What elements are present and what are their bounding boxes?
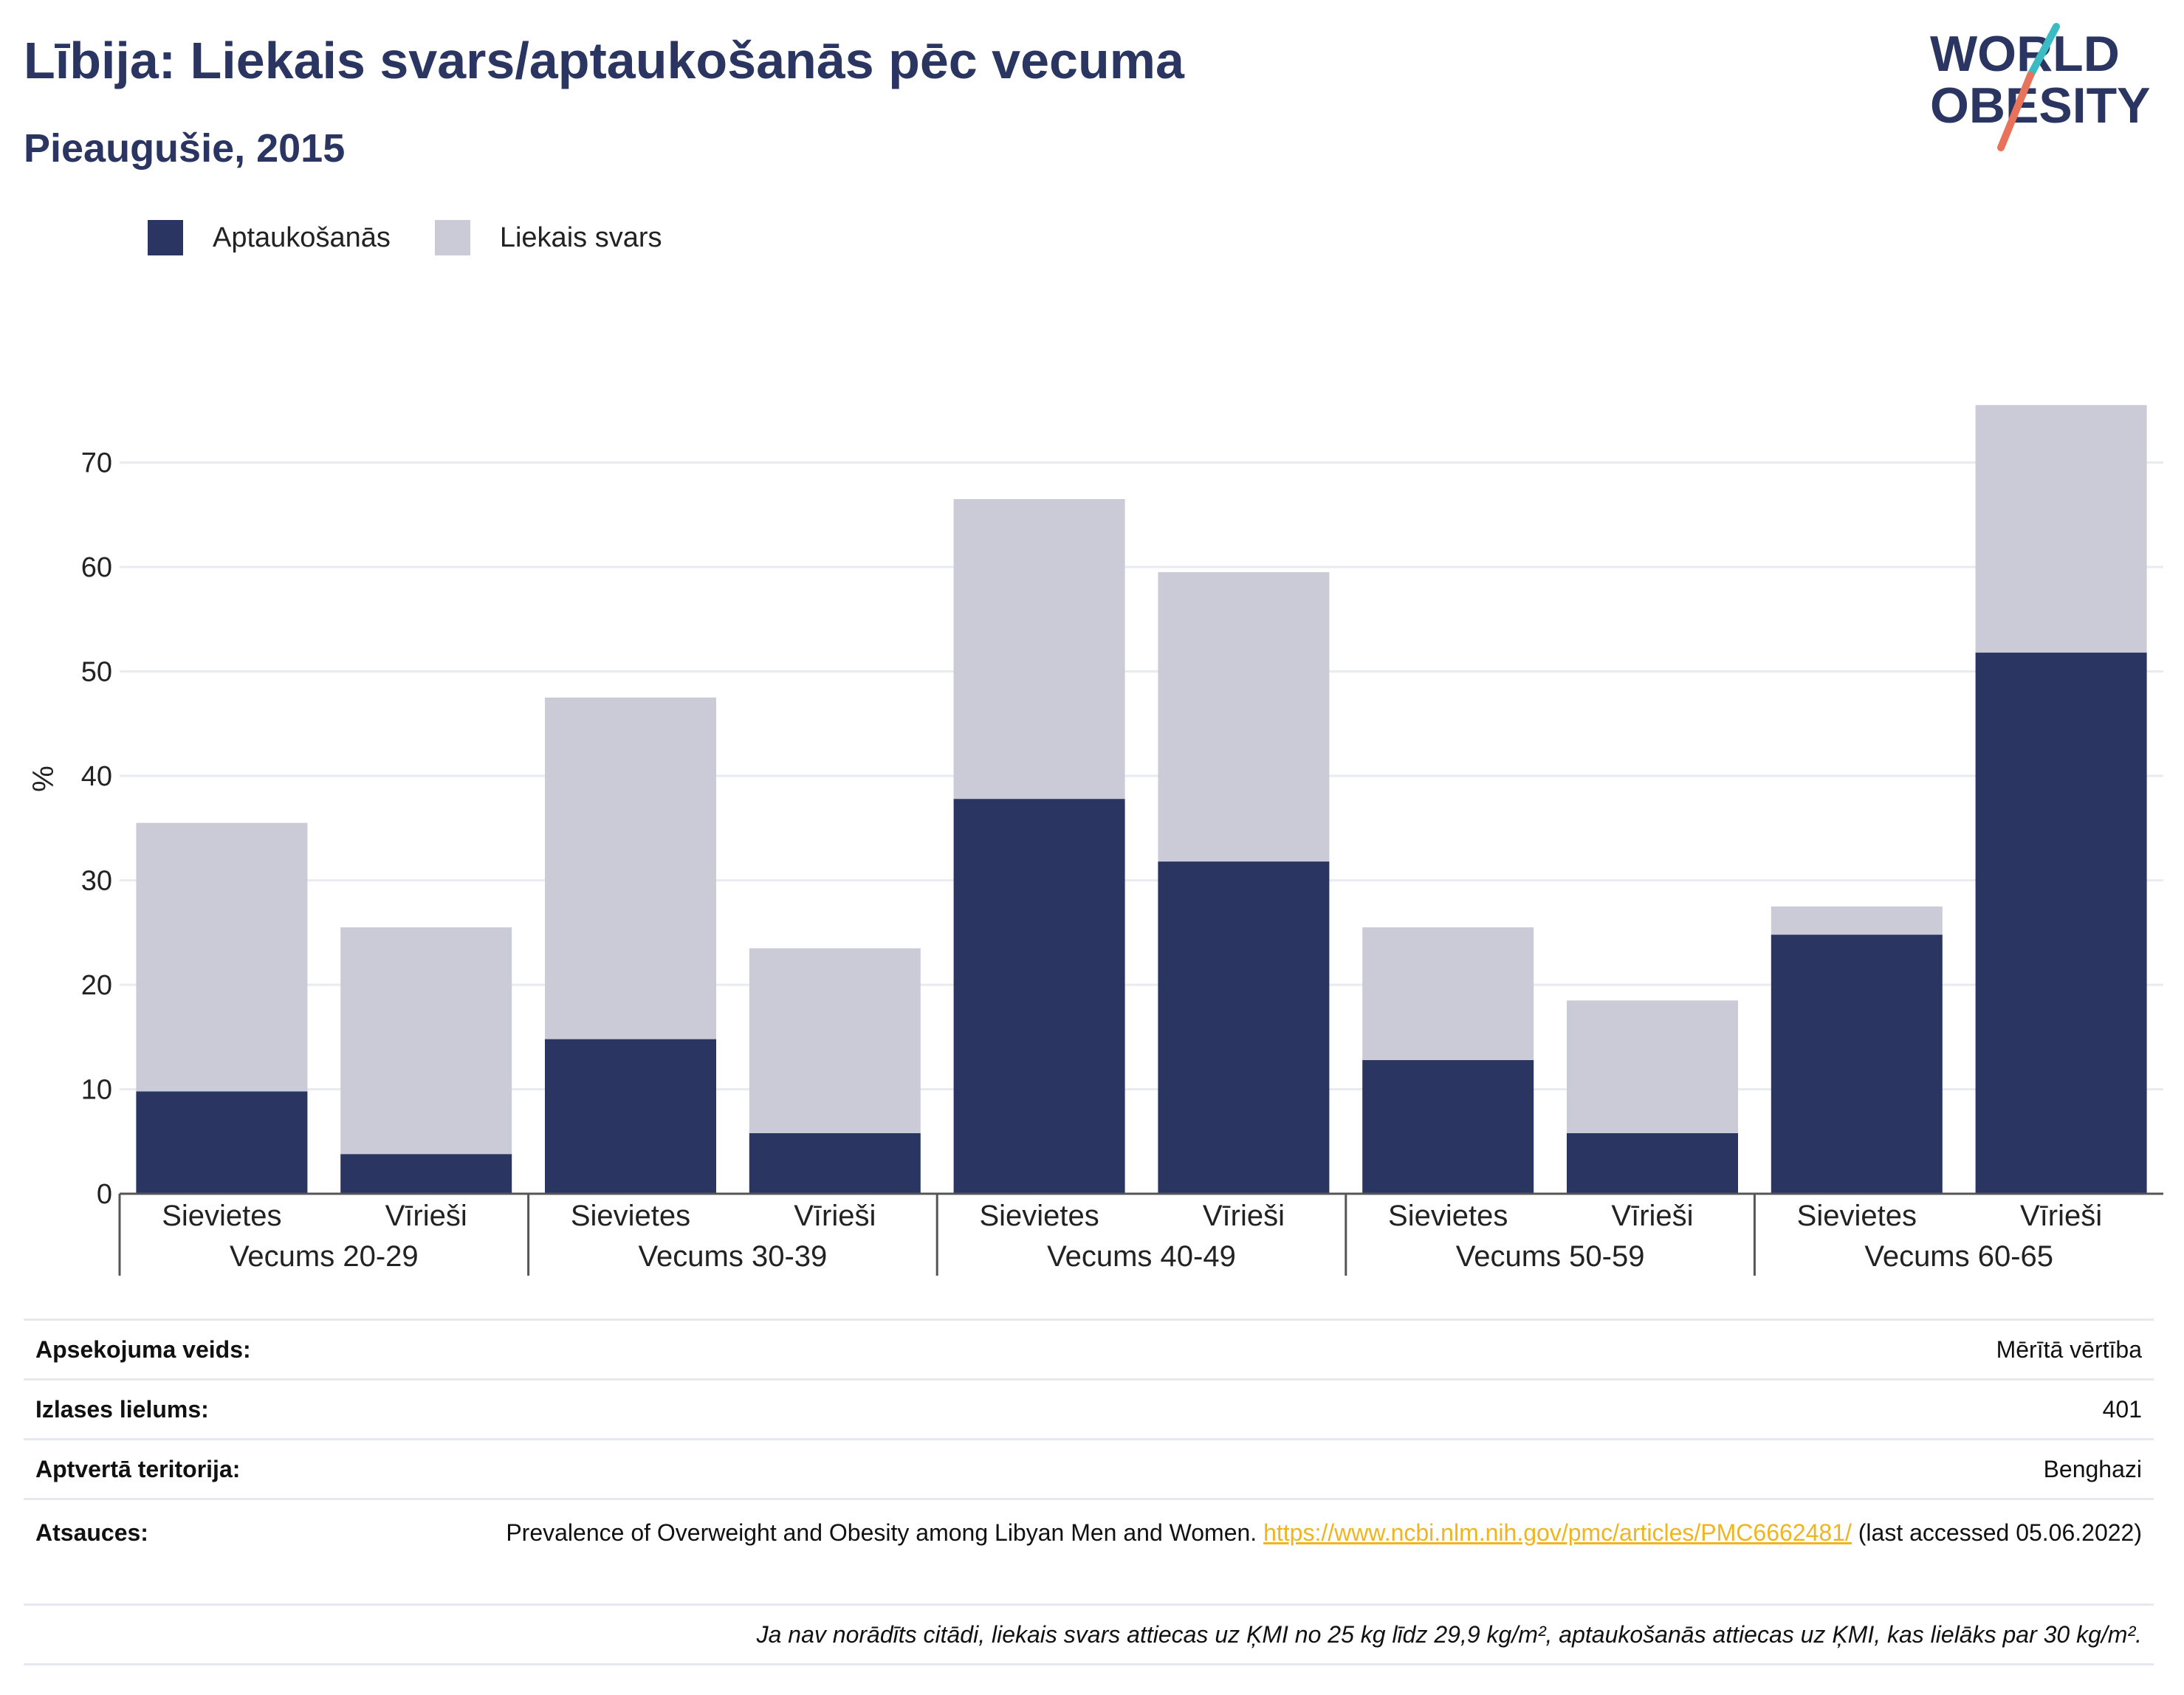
y-tick-label: 0	[97, 1179, 112, 1210]
legend-swatch-overweight	[434, 220, 470, 255]
source-link[interactable]: https://www.ncbi.nlm.nih.gov/pmc/article…	[1263, 1519, 1852, 1546]
bar-obesity	[545, 1039, 716, 1194]
logo-line1: WORLD	[1930, 26, 2120, 82]
world-obesity-logo: WORLD OBESITY	[1930, 23, 2151, 151]
x-tick-label: Vīrieši	[794, 1200, 876, 1232]
bar-overweight	[953, 499, 1125, 800]
y-tick-label: 60	[81, 552, 112, 583]
bar-obesity	[340, 1154, 512, 1194]
bar-overweight	[340, 927, 512, 1155]
info-value: Benghazi	[461, 1438, 2154, 1500]
legend-item-obesity[interactable]: Aptaukošanās	[148, 220, 391, 255]
info-key: Izlases lielums:	[24, 1378, 461, 1440]
bar-overweight	[1362, 927, 1534, 1060]
y-tick-label: 20	[81, 970, 112, 1001]
sources-text: Prevalence of Overweight and Obesity amo…	[506, 1519, 1257, 1546]
group-label: Vecums 40-49	[1047, 1240, 1236, 1273]
bar-overweight	[1975, 405, 2147, 653]
x-tick-label: Vīrieši	[385, 1200, 467, 1232]
x-tick-label: Vīrieši	[1203, 1200, 1285, 1232]
bar-obesity	[1362, 1059, 1534, 1194]
bar-overweight	[1158, 572, 1330, 862]
group-label: Vecums 30-39	[639, 1240, 828, 1273]
x-tick-label: Sievietes	[571, 1200, 690, 1232]
bar-obesity	[1567, 1132, 1738, 1194]
sources-row: Atsauces: Prevalence of Overweight and O…	[24, 1498, 2154, 1606]
bar-overweight	[136, 822, 308, 1092]
group-label: Vecums 50-59	[1456, 1240, 1645, 1273]
bar-obesity	[1771, 935, 1943, 1194]
logo-line2: OBESITY	[1930, 78, 2151, 134]
info-row: Apsekojuma veids: Mērītā vērtība	[24, 1318, 2154, 1381]
bar-obesity	[1975, 653, 2147, 1194]
y-tick-label: 10	[81, 1075, 112, 1106]
sources-accessed: (last accessed 05.06.2022)	[1858, 1519, 2142, 1546]
x-tick-label: Vīrieši	[1611, 1200, 1693, 1232]
stacked-bar-chart: 0 10 20 30 40 50 60 70% Sievietes Vīrieši Sieviete…	[27, 405, 2163, 1276]
y-tick-label: 70	[81, 448, 112, 479]
info-key: Apsekojuma veids:	[24, 1318, 461, 1381]
group-label: Vecums 20-29	[230, 1240, 419, 1273]
legend-swatch-obesity	[148, 220, 183, 255]
bar-overweight	[1567, 1000, 1738, 1133]
y-tick-label: 40	[81, 761, 112, 792]
note-row: Ja nav norādīts citādi, liekais svars at…	[24, 1603, 2154, 1665]
bar-obesity	[953, 799, 1125, 1194]
bar-overweight	[1771, 906, 1943, 935]
info-value: 401	[461, 1378, 2154, 1440]
bar-obesity	[1158, 862, 1330, 1194]
page-subtitle: Pieaugušie, 2015	[24, 126, 346, 171]
legend-label-obesity: Aptaukošanās	[213, 221, 391, 253]
x-tick-label: Vīrieši	[2020, 1200, 2102, 1232]
x-tick-label: Sievietes	[1797, 1200, 1917, 1232]
bar-overweight	[749, 948, 921, 1133]
legend-label-overweight: Liekais svars	[499, 221, 662, 253]
definition-note: Ja nav norādīts citādi, liekais svars at…	[24, 1603, 2154, 1665]
bar-obesity	[136, 1091, 308, 1194]
info-key: Aptvertā teritorija:	[24, 1438, 461, 1500]
y-tick-label: 30	[81, 866, 112, 897]
bar-obesity	[749, 1132, 921, 1194]
group-label: Vecums 60-65	[1864, 1240, 2053, 1273]
legend-item-overweight[interactable]: Liekais svars	[434, 220, 662, 255]
bar-overweight	[545, 697, 716, 1039]
logo-slash-coral	[1997, 72, 2034, 151]
survey-info-table: Apsekojuma veids: Mērītā vērtība Izlases…	[24, 1318, 2154, 1665]
y-axis-label: %	[27, 766, 60, 792]
info-row: Izlases lielums: 401	[24, 1378, 2154, 1440]
chart-legend: Aptaukošanās Liekais svars	[148, 216, 662, 260]
sources-key: Atsauces:	[24, 1498, 461, 1606]
page-title: Lībija: Liekais svars/aptaukošanās pēc v…	[24, 32, 1184, 89]
sources-value: Prevalence of Overweight and Obesity amo…	[461, 1498, 2154, 1606]
logo-slash-teal	[2027, 23, 2060, 79]
x-tick-label: Sievietes	[979, 1200, 1099, 1232]
x-tick-label: Sievietes	[162, 1200, 281, 1232]
x-tick-label: Sievietes	[1388, 1200, 1508, 1232]
y-tick-label: 50	[81, 657, 112, 688]
info-value: Mērītā vērtība	[461, 1318, 2154, 1381]
info-row: Aptvertā teritorija: Benghazi	[24, 1438, 2154, 1500]
